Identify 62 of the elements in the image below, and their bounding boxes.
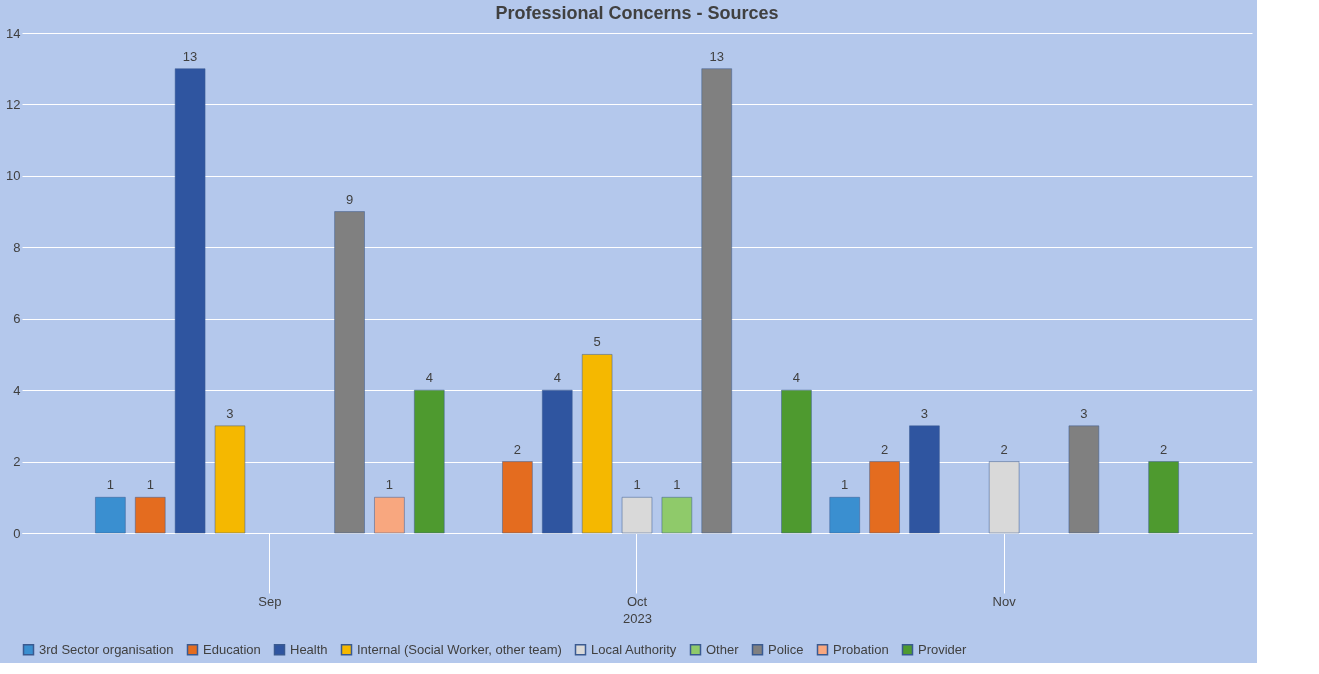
legend-label: Probation (833, 641, 889, 657)
legend-label: Provider (918, 641, 968, 657)
legend-label: Other (706, 641, 740, 657)
legend-label: Local Authority (591, 641, 677, 657)
legend-label: Health (290, 641, 328, 657)
bar (869, 461, 900, 534)
y-tick-label: 10 (6, 168, 21, 184)
data-label: 3 (1080, 405, 1088, 421)
bar (988, 461, 1020, 534)
bar (701, 68, 732, 534)
bar (621, 497, 653, 534)
data-label: 1 (633, 477, 641, 493)
y-tick-label: 2 (13, 454, 21, 470)
x-tick-label: Oct (626, 593, 648, 609)
bar (781, 389, 812, 534)
bar (1068, 425, 1100, 534)
legend-label: Internal (Social Worker, other team) (357, 641, 562, 657)
data-label: 3 (920, 405, 929, 421)
bar (909, 425, 940, 534)
data-label: 1 (841, 477, 849, 493)
bar (661, 497, 693, 534)
data-label: 2 (880, 441, 889, 457)
bar (95, 497, 126, 534)
data-label: 4 (425, 370, 433, 386)
bar (542, 389, 573, 534)
bar (135, 497, 166, 534)
data-label: 13 (709, 48, 724, 64)
bar (374, 497, 405, 534)
bar (214, 425, 246, 534)
data-label: 9 (345, 191, 354, 207)
data-label: 2 (1160, 441, 1168, 457)
y-tick-label: 6 (13, 311, 21, 327)
bar (334, 211, 365, 534)
y-tick-label: 4 (13, 382, 21, 398)
bar (502, 461, 533, 534)
legend-label: Education (203, 641, 261, 657)
bar (1148, 461, 1179, 534)
data-label: 1 (106, 477, 114, 493)
bar (174, 68, 206, 534)
data-label: 2 (1000, 441, 1008, 457)
data-label: 5 (593, 334, 601, 350)
bar (414, 389, 445, 534)
data-label: 4 (792, 370, 801, 386)
chart-title: Professional Concerns - Sources (495, 3, 779, 23)
data-label: 2 (513, 441, 522, 457)
data-label: 1 (146, 477, 154, 493)
data-label: 1 (673, 477, 681, 493)
legend-label: Police (768, 641, 804, 657)
y-tick-label: 0 (13, 525, 21, 541)
x-axis-title: 2023 (623, 610, 652, 626)
bar (829, 497, 860, 534)
x-tick-label: Sep (258, 593, 282, 609)
y-tick-label: 14 (6, 25, 21, 41)
bar (581, 354, 613, 534)
data-label: 13 (182, 48, 198, 64)
data-label: 1 (385, 477, 394, 493)
legend-label: 3rd Sector organisation (39, 641, 174, 657)
x-tick-label: Nov (992, 593, 1017, 609)
y-tick-label: 8 (13, 239, 21, 255)
data-label: 4 (553, 370, 561, 386)
y-tick-label: 12 (6, 96, 21, 112)
data-label: 3 (226, 405, 234, 421)
